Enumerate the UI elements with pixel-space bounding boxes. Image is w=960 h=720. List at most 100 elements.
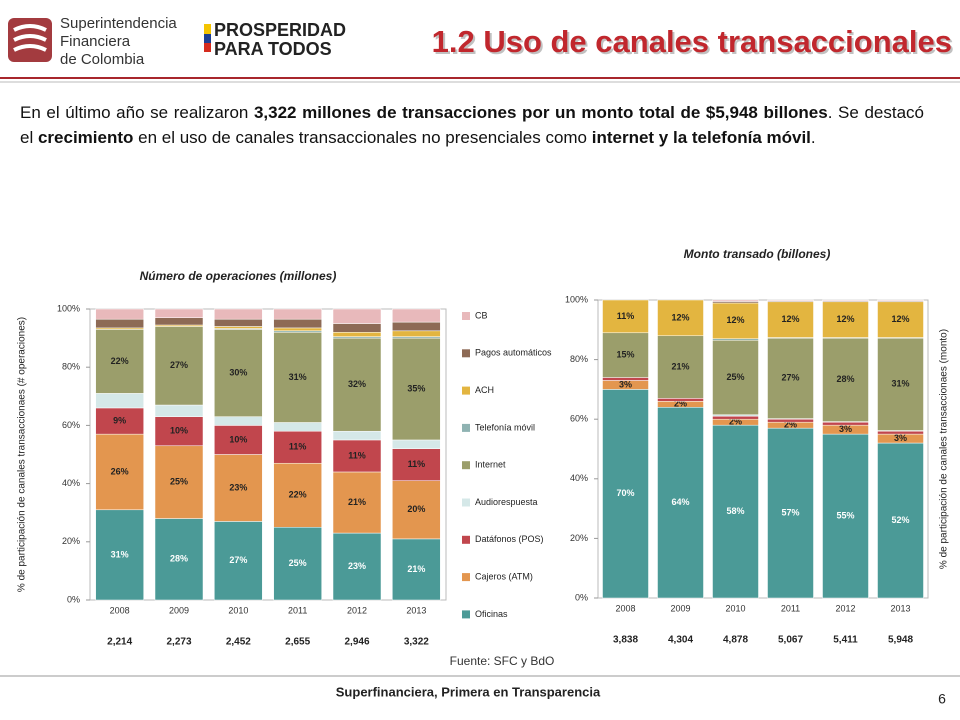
intro-run: . Se destacó el [20,103,924,147]
bar-segment [877,337,924,431]
bar-segment [154,416,204,447]
legend-swatch [462,349,470,358]
total-label: 5,948 [888,635,913,646]
bar-segment [214,329,263,417]
bar-segment [392,330,441,337]
intro-run: crecimiento [37,128,134,147]
bar-segment [154,308,204,318]
logo-icon-lines [13,24,47,52]
x-tick-label: 2011 [288,605,307,615]
bar-segment [767,337,814,419]
data-label: 58% [726,506,744,516]
bar-segment [392,538,441,601]
bar-segment [95,318,144,329]
page-number: 6 [938,691,946,707]
bar-segment [332,332,382,337]
data-label: 15% [616,350,634,360]
bar-segment [877,301,924,338]
bar-segment [214,416,263,426]
bar-segment [95,509,144,601]
y-tick-label: 40% [62,478,80,488]
bar-segment [657,407,704,599]
y-tick-label: 100% [565,294,588,304]
data-label: 31% [891,379,909,389]
total-label: 3,838 [613,635,638,646]
bar-segment [392,480,441,540]
bar-segment [712,302,759,339]
x-tick-label: 2010 [228,605,248,615]
legend-swatch [462,535,470,544]
bar-segment [822,337,869,422]
bar-segment [273,430,322,464]
bar-segment [95,407,144,435]
data-label: 12% [726,315,744,325]
bar-segment [332,430,382,441]
data-label: 11% [408,459,426,469]
bar-segment [602,377,649,381]
bar-segment [877,430,924,435]
total-label: 2,655 [285,637,310,648]
data-label: 27% [781,373,799,383]
org-name: Superintendencia [60,15,177,32]
data-label: 23% [229,482,247,492]
data-label: 27% [229,555,247,565]
total-label: 3,322 [404,637,429,648]
intro-run: internet y la telefonía móvil [591,128,811,147]
footer-motto: Superfinanciera, Primera en Transparenci… [336,684,601,699]
legend-label: CB [475,310,488,320]
data-label: 22% [289,490,307,500]
legend-label: Oficinas [475,609,508,619]
data-label: 2% [729,417,742,427]
bar-segment [273,332,322,423]
data-label: 20% [407,504,425,514]
x-tick-label: 2008 [110,605,130,615]
legend-label: ACH [475,385,494,395]
bar-segment [95,329,144,394]
legend-swatch [462,386,470,395]
data-label: 32% [348,379,366,389]
bar-segment [273,422,322,432]
source: Fuente: SFC y BdO [450,654,555,668]
x-tick-label: 2011 [781,603,800,613]
bar-segment [392,308,441,323]
legend-label: Audiorespuesta [475,497,538,507]
data-label: 52% [891,515,909,525]
data-label: 30% [229,367,247,377]
bar-segment [602,389,649,599]
bar-segment [332,439,382,473]
x-tick-label: 2008 [615,603,635,613]
bar-segment [214,308,263,320]
bar-segment [392,448,441,481]
y-tick-label: 60% [570,414,588,424]
data-label: 21% [348,497,366,507]
plot-area [597,299,929,599]
bar-segment [712,424,759,599]
data-label: 11% [348,450,366,460]
bar-segment [712,299,759,302]
org-name: de Colombia [60,51,145,68]
data-label: 9% [113,415,126,425]
data-label: 25% [289,558,307,568]
data-label: 23% [348,561,366,571]
org-name: Financiera [60,33,131,50]
bar-segment [332,337,382,432]
bar-segment [332,532,382,601]
data-label: 2% [784,420,797,430]
bar-segment [822,421,869,426]
legend-swatch [462,498,470,507]
legend-swatch [462,423,470,432]
y-tick-label: 40% [570,473,588,483]
y-tick-label: 80% [62,362,80,372]
plot-area [89,308,447,601]
bar-segment [154,404,204,417]
bar-segment [822,299,869,302]
bar-segment [214,454,263,522]
bar-segment [602,299,649,334]
data-label: 55% [836,510,854,520]
bar-segment [822,301,869,338]
bar-segment [332,308,382,324]
data-label: 57% [781,507,799,517]
x-tick-label: 2013 [890,603,910,613]
y-tick-label: 20% [570,533,588,543]
